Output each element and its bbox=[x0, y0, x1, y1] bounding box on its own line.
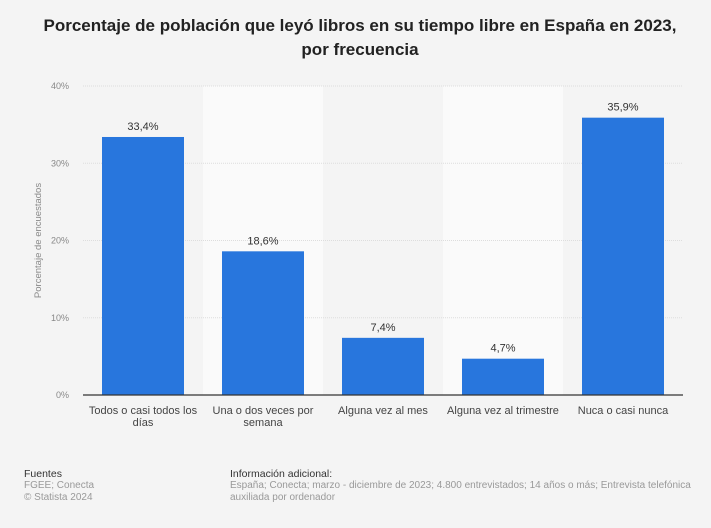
data-label: 4,7% bbox=[490, 343, 515, 355]
info-block: Información adicional: España; Conecta; … bbox=[230, 468, 700, 504]
bar bbox=[462, 358, 544, 395]
bar bbox=[582, 117, 664, 396]
x-tick-label: Todos o casi todos los bbox=[89, 405, 198, 417]
bar bbox=[222, 251, 304, 395]
bar bbox=[342, 337, 424, 395]
sources-block: Fuentes FGEE; Conecta © Statista 2024 bbox=[24, 468, 94, 504]
x-tick-label: Nuca o casi nunca bbox=[578, 405, 669, 417]
sources-text[interactable]: FGEE; Conecta bbox=[24, 480, 95, 491]
x-tick-label: semana bbox=[243, 417, 283, 429]
bar-chart: 0% 10% 20% 30% 40% Porcentaje de encuestados 3… bbox=[33, 81, 683, 429]
x-tick-label: Alguna vez al trimestre bbox=[447, 405, 559, 417]
y-tick-label: 20% bbox=[51, 236, 69, 246]
y-tick-label: 10% bbox=[51, 313, 69, 323]
info-text: España; Conecta; marzo - diciembre de 20… bbox=[230, 480, 691, 503]
data-label: 35,9% bbox=[607, 102, 638, 114]
y-axis-label: Porcentaje de encuestados bbox=[33, 183, 44, 298]
y-tick-label: 0% bbox=[56, 390, 69, 400]
data-label: 33,4% bbox=[127, 121, 158, 133]
data-label: 18,6% bbox=[247, 235, 278, 247]
copyright: © Statista 2024 bbox=[24, 492, 93, 503]
x-tick-label: Alguna vez al mes bbox=[338, 405, 428, 417]
y-tick-label: 40% bbox=[51, 81, 69, 91]
info-title: Información adicional: bbox=[230, 468, 333, 480]
chart-title: Porcentaje de población que leyó libros … bbox=[43, 16, 677, 59]
x-tick-label: Una o dos veces por bbox=[213, 405, 314, 417]
data-label: 7,4% bbox=[370, 322, 395, 334]
sources-title: Fuentes bbox=[24, 468, 62, 480]
x-tick-label: días bbox=[133, 417, 154, 429]
y-tick-label: 30% bbox=[51, 158, 69, 168]
bar bbox=[102, 136, 184, 396]
